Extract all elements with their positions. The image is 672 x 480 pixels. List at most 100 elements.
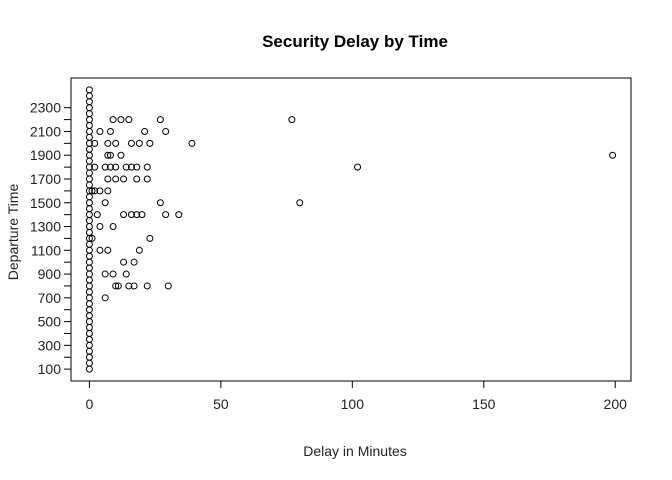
y-axis-label: Departure Time xyxy=(5,184,21,281)
data-point xyxy=(106,151,114,159)
data-point xyxy=(85,169,93,177)
data-point xyxy=(354,163,362,171)
data-point xyxy=(85,228,93,236)
y-tick-label: 500 xyxy=(38,314,62,330)
data-point xyxy=(96,127,104,135)
data-point xyxy=(143,175,151,183)
data-point xyxy=(156,116,164,124)
data-point xyxy=(85,324,93,332)
data-point xyxy=(106,163,114,171)
data-point xyxy=(114,282,122,290)
data-point xyxy=(85,294,93,302)
y-tick-label: 300 xyxy=(38,337,62,353)
data-point xyxy=(117,116,125,124)
data-point xyxy=(188,139,196,147)
data-point xyxy=(85,110,93,118)
y-tick-label: 1300 xyxy=(30,219,61,235)
data-point xyxy=(91,163,99,171)
y-tick-label: 1500 xyxy=(30,195,61,211)
data-point xyxy=(112,163,120,171)
x-tick-label: 200 xyxy=(604,396,628,412)
plot-frame xyxy=(70,77,632,382)
data-point xyxy=(93,211,101,219)
data-point xyxy=(164,282,172,290)
data-point xyxy=(85,288,93,296)
data-point xyxy=(85,312,93,320)
data-point xyxy=(101,270,109,278)
data-point xyxy=(85,86,93,94)
data-point xyxy=(85,300,93,308)
data-point xyxy=(135,246,143,254)
data-point xyxy=(120,211,128,219)
data-point xyxy=(85,335,93,343)
data-point xyxy=(85,246,93,254)
x-tick-label: 100 xyxy=(341,396,365,412)
data-point xyxy=(85,104,93,112)
y-tick-label: 1700 xyxy=(30,171,61,187)
data-point xyxy=(143,282,151,290)
data-point xyxy=(85,193,93,201)
data-point xyxy=(85,347,93,355)
data-point xyxy=(143,163,151,171)
data-point xyxy=(296,199,304,207)
data-point xyxy=(146,234,154,242)
x-axis-label: Delay in Minutes xyxy=(303,443,407,459)
data-point xyxy=(85,252,93,260)
data-point xyxy=(106,127,114,135)
data-point xyxy=(288,116,296,124)
data-point xyxy=(104,139,112,147)
x-tick-label: 50 xyxy=(213,396,229,412)
data-point xyxy=(117,151,125,159)
data-point xyxy=(85,181,93,189)
data-point xyxy=(85,122,93,130)
data-point xyxy=(85,127,93,135)
data-point xyxy=(112,139,120,147)
y-tick-label: 2100 xyxy=(30,123,61,139)
data-point xyxy=(85,240,93,248)
data-point xyxy=(85,217,93,225)
y-tick-label: 900 xyxy=(38,266,62,282)
data-point xyxy=(133,175,141,183)
data-point xyxy=(104,187,112,195)
data-point xyxy=(85,258,93,266)
data-point xyxy=(85,341,93,349)
data-point xyxy=(101,199,109,207)
y-tick-label: 2300 xyxy=(30,100,61,116)
data-point xyxy=(127,211,135,219)
data-point xyxy=(122,163,130,171)
data-point xyxy=(85,145,93,153)
data-point xyxy=(120,258,128,266)
data-point xyxy=(146,139,154,147)
data-point xyxy=(85,318,93,326)
data-point xyxy=(85,116,93,124)
x-tick-label: 0 xyxy=(86,396,94,412)
data-point xyxy=(88,234,96,242)
data-point xyxy=(104,246,112,254)
data-point xyxy=(125,116,133,124)
data-point xyxy=(175,211,183,219)
data-point xyxy=(85,365,93,373)
data-points xyxy=(85,86,617,373)
data-point xyxy=(85,306,93,314)
data-point xyxy=(85,157,93,165)
data-point xyxy=(112,175,120,183)
data-point xyxy=(85,199,93,207)
data-point xyxy=(127,163,135,171)
data-point xyxy=(96,223,104,231)
y-tick-label: 1100 xyxy=(31,242,61,258)
y-axis: 100 300 500 700 900 1100 1300 1500 1700 1900 2100 2… xyxy=(30,100,72,377)
data-point xyxy=(85,353,93,361)
data-point xyxy=(135,139,143,147)
data-point xyxy=(96,187,104,195)
data-point xyxy=(104,151,112,159)
data-point xyxy=(125,282,133,290)
data-point xyxy=(109,116,117,124)
data-point xyxy=(85,282,93,290)
data-point xyxy=(85,151,93,159)
data-point xyxy=(96,246,104,254)
data-point xyxy=(85,276,93,284)
data-point xyxy=(112,282,120,290)
data-point xyxy=(85,205,93,213)
data-point xyxy=(85,133,93,141)
x-tick-label: 150 xyxy=(472,396,496,412)
